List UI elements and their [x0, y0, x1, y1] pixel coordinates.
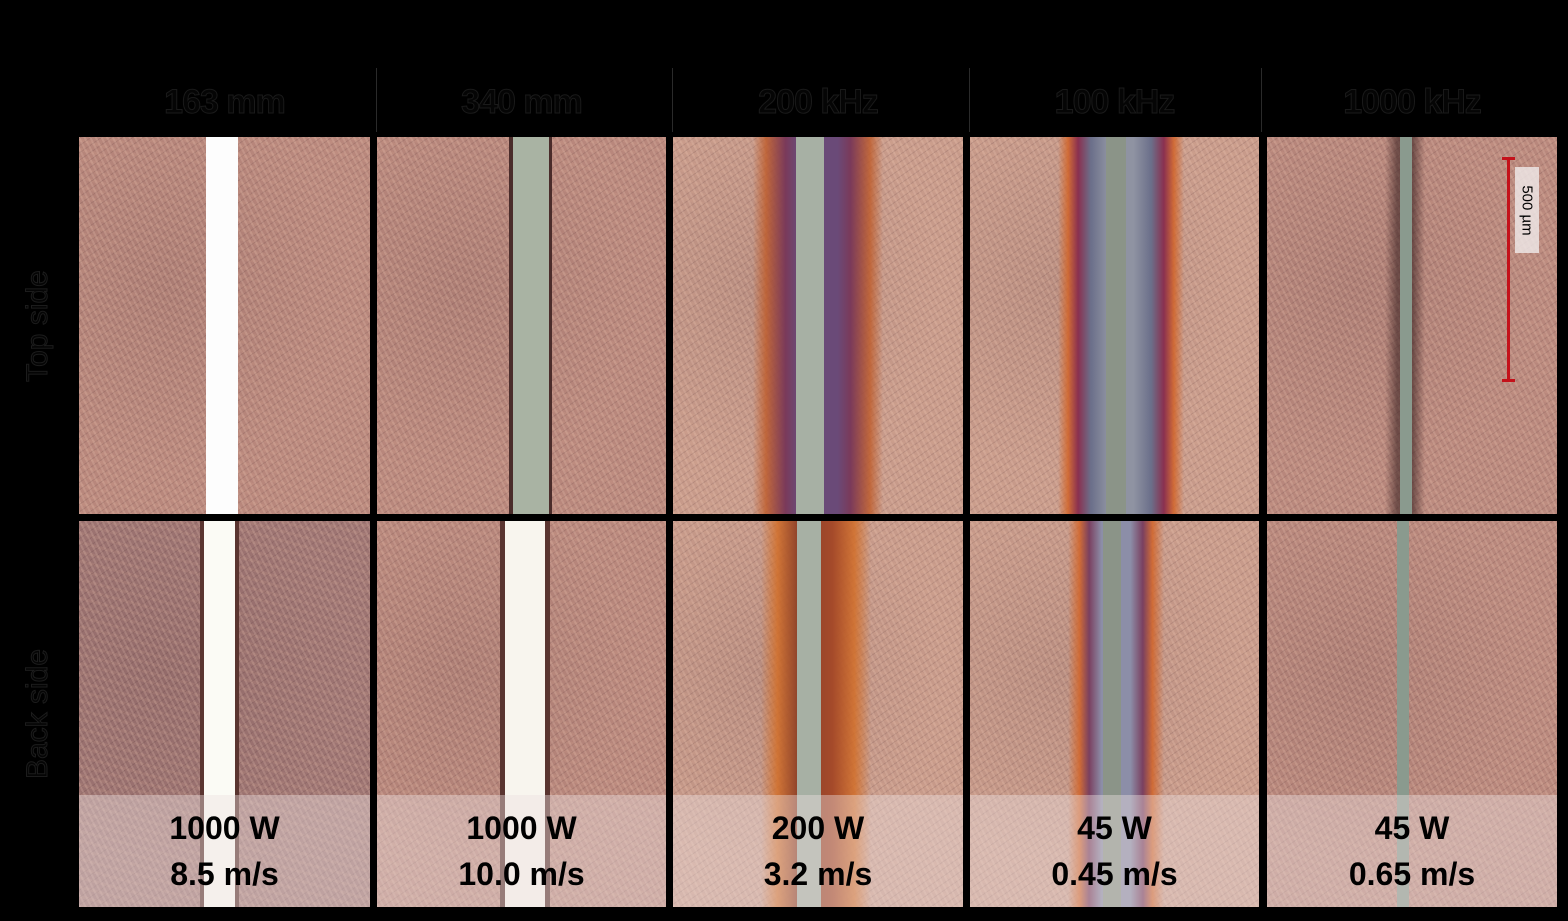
- laser-power: 1000 W: [466, 810, 577, 846]
- process-parameters: 1000 W 10.0 m/s: [377, 795, 666, 907]
- kerf-edge: [500, 521, 505, 907]
- kerf-edge: [235, 521, 239, 907]
- column-divider: [376, 68, 377, 132]
- kerf: [797, 521, 821, 907]
- column-divider: [672, 68, 673, 132]
- cutting-speed: 0.65 m/s: [1348, 856, 1476, 892]
- micrograph-top-1000khz: 500 µm: [1267, 137, 1557, 514]
- micrograph-top-340mm: [377, 137, 666, 514]
- kerf-edge: [545, 521, 550, 907]
- kerf: [1106, 137, 1126, 514]
- micrograph-top-100khz: [970, 137, 1259, 514]
- kerf: [505, 521, 545, 907]
- cutting-speed: 3.2 m/s: [763, 856, 873, 892]
- cutting-speed: 8.5 m/s: [170, 856, 279, 892]
- row-label-top-text: Top side: [21, 269, 55, 382]
- column-header-5: 1000 kHz: [1343, 82, 1483, 121]
- column-divider: [969, 68, 970, 132]
- process-parameters: 200 W 3.2 m/s: [673, 795, 963, 907]
- micrograph-top-200khz: [673, 137, 963, 514]
- kerf-edge: [509, 137, 513, 514]
- scale-bar-label: 500 µm: [1515, 167, 1539, 253]
- micrograph-back-100khz: 45 W 0.45 m/s: [970, 521, 1259, 907]
- cutting-speed: 10.0 m/s: [458, 856, 585, 892]
- laser-power: 1000 W: [169, 810, 280, 846]
- micrograph-back-200khz: 200 W 3.2 m/s: [673, 521, 963, 907]
- kerf-edge: [200, 521, 204, 907]
- kerf: [204, 521, 235, 907]
- column-header-1: 163 mm: [164, 82, 287, 121]
- column-header-3: 200 kHz: [758, 82, 880, 121]
- column-header-4: 100 kHz: [1054, 82, 1176, 121]
- laser-power: 45 W: [1077, 810, 1152, 846]
- kerf: [1397, 521, 1409, 907]
- kerf: [1400, 137, 1412, 514]
- laser-power: 200 W: [771, 810, 865, 846]
- micrograph-back-1000khz: 45 W 0.65 m/s: [1267, 521, 1557, 907]
- micrograph-back-163mm: 1000 W 8.5 m/s: [79, 521, 370, 907]
- kerf: [1103, 521, 1121, 907]
- row-label-back: Back side: [8, 521, 68, 907]
- process-parameters: 45 W 0.65 m/s: [1267, 795, 1557, 907]
- column-divider: [1261, 68, 1262, 132]
- laser-power: 45 W: [1374, 810, 1450, 846]
- scale-bar: [1502, 157, 1515, 382]
- micrograph-top-163mm: [79, 137, 370, 514]
- micrograph-back-340mm: 1000 W 10.0 m/s: [377, 521, 666, 907]
- process-parameters: 45 W 0.45 m/s: [970, 795, 1259, 907]
- column-header-2: 340 mm: [461, 82, 584, 121]
- kerf: [796, 137, 824, 514]
- process-parameters: 1000 W 8.5 m/s: [79, 795, 370, 907]
- row-label-top: Top side: [8, 137, 68, 514]
- row-label-back-text: Back side: [21, 648, 55, 780]
- kerf: [206, 137, 238, 514]
- cutting-speed: 0.45 m/s: [1051, 856, 1178, 892]
- kerf-edge: [549, 137, 552, 514]
- kerf: [513, 137, 549, 514]
- scale-bar-text: 500 µm: [1518, 184, 1536, 236]
